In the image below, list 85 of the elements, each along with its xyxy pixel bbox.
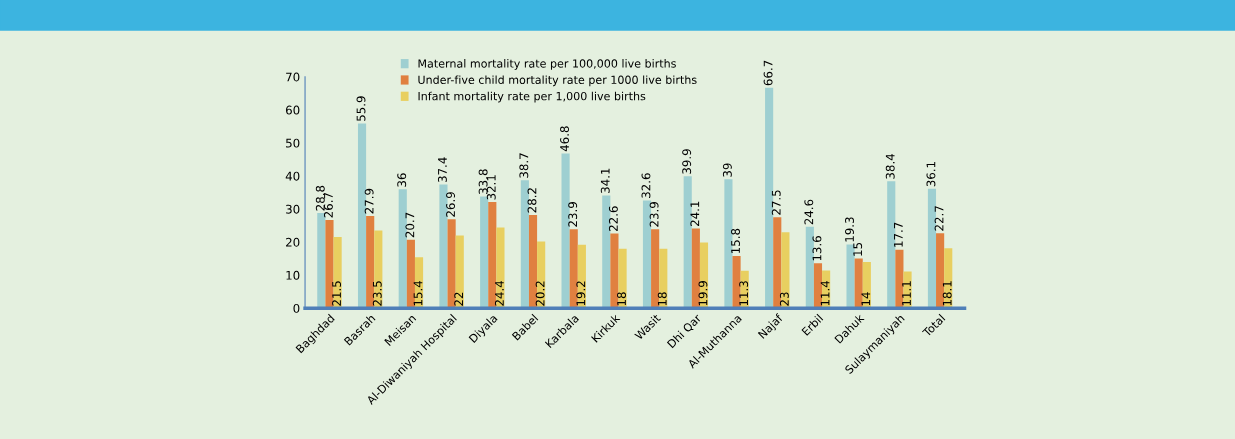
data-label: 11.3 [739,281,749,306]
bar [447,219,456,309]
bar [895,249,904,309]
bar [903,271,912,309]
bar [854,258,863,309]
data-label: 18 [617,292,626,306]
data-label: 26.7 [323,193,333,218]
bar [724,179,733,309]
bar [455,235,464,309]
data-label: 23.9 [649,202,659,227]
y-tick-label: 10 [286,270,300,280]
data-label: 13.6 [812,236,822,261]
data-label: 22.6 [608,206,618,231]
data-label: 27.5 [771,190,781,215]
data-label: 26.9 [446,192,456,217]
legend-label: Maternal mortality rate per 100,000 live births [418,59,676,70]
bar [602,195,611,309]
bar [887,181,896,309]
data-label: 39 [722,163,732,177]
data-label: 11.1 [902,281,911,306]
y-tick-label: 0 [293,303,300,313]
data-label: 21.5 [332,281,342,306]
data-label: 32.1 [486,175,496,200]
bar [846,244,855,309]
y-tick-label: 60 [285,105,300,115]
y-tick-label: 20 [286,237,300,247]
data-label: 34.1 [600,168,610,193]
data-label: 19.9 [698,281,708,306]
data-label: 39.9 [682,149,692,174]
bar [691,228,700,309]
bar [488,202,497,309]
data-label: 19.3 [845,217,854,242]
bar [569,229,578,309]
y-tick-label: 50 [286,138,300,148]
data-label: 20.2 [535,281,545,306]
data-label: 36 [397,173,407,187]
data-label: 55.9 [356,96,366,121]
bar [317,212,326,309]
bar [732,255,741,309]
data-label: 18 [657,292,667,306]
data-label: 23.9 [568,202,578,227]
data-label: 24.6 [804,199,814,225]
bar [406,239,415,309]
data-label: 15.4 [413,280,423,306]
data-label: 14 [861,292,871,306]
data-label: 28.2 [527,188,537,213]
y-tick-label: 40 [285,171,300,181]
legend-label: Under-five child mortality rate per 1000 live births [418,75,697,87]
bar [520,180,529,309]
data-label: 15 [853,242,863,256]
data-label: 11.4 [820,280,830,306]
bar [683,176,692,309]
bar [439,184,448,309]
data-label: 15.8 [731,228,740,254]
legend-label: Infant mortality rate per 1,000 live births [418,91,646,103]
data-label: 23 [779,292,789,306]
bar [773,217,782,309]
bar [325,219,334,309]
data-label: 22.7 [934,206,944,231]
data-label: 17.7 [894,222,903,247]
data-label: 24.4 [494,280,504,306]
data-label: 36.1 [926,162,936,187]
data-label: 46.8 [560,126,570,152]
data-label: 66.7 [763,60,773,86]
bar [781,232,790,309]
bar [805,226,814,309]
data-label: 23.5 [372,281,382,306]
data-label: 38.4 [885,153,895,179]
bar [496,227,505,309]
bar [561,153,570,309]
data-label: 22 [454,292,463,306]
y-tick-label: 70 [286,72,300,82]
bar [398,189,407,309]
data-label: 33.8 [478,169,488,194]
data-label: 37.4 [437,157,447,183]
data-label: 27.9 [364,188,374,214]
data-label: 20.7 [405,212,415,238]
data-label: 24.1 [690,201,700,227]
data-label: 32.6 [641,173,651,198]
data-label: 19.2 [576,281,586,306]
y-tick-label: 30 [286,204,300,214]
bar [610,233,619,309]
data-label: 38.7 [519,153,529,178]
data-label: 28.8 [315,185,325,211]
data-label: 18.1 [942,281,952,306]
